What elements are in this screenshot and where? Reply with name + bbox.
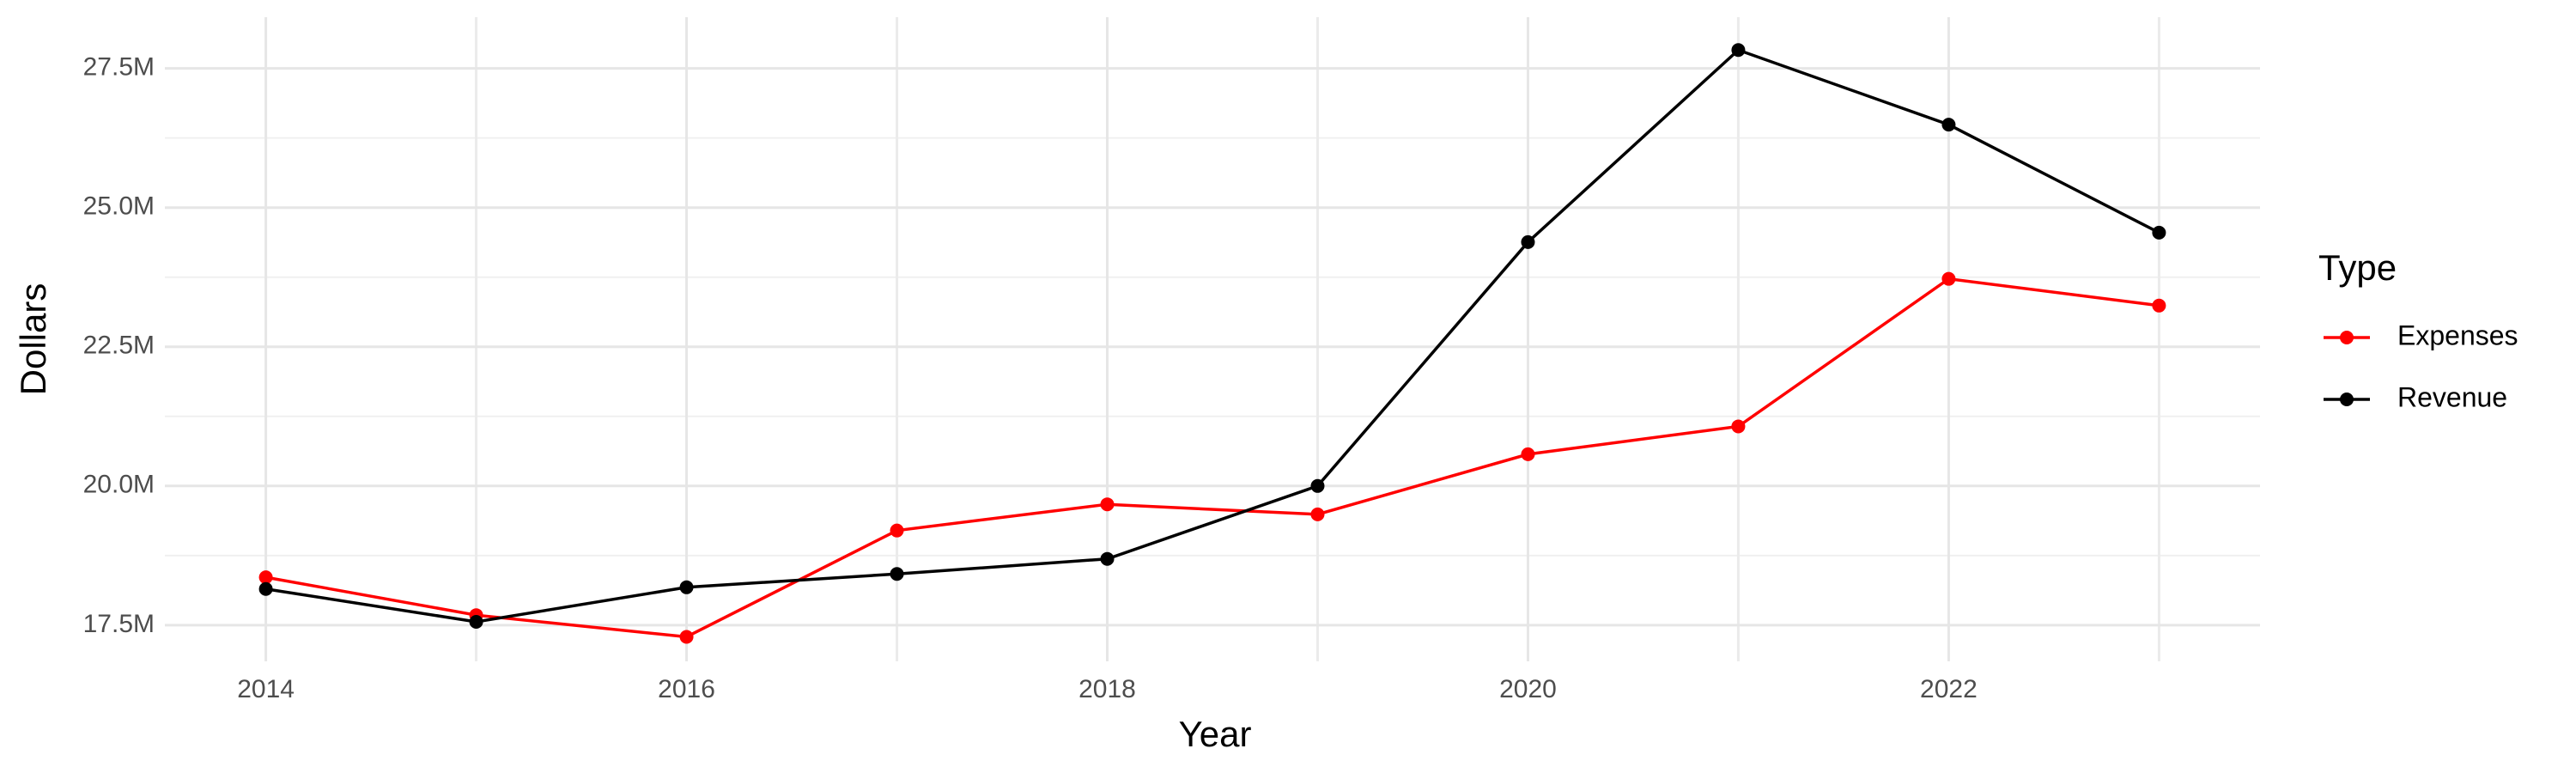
y-tick-label: 22.5M — [83, 332, 155, 360]
legend-label: Expenses — [2397, 320, 2518, 350]
y-tick-label: 25.0M — [83, 192, 155, 221]
x-tick-label: 2020 — [1499, 675, 1557, 703]
y-tick-label: 20.0M — [83, 471, 155, 499]
legend-title: Type — [2318, 247, 2397, 288]
data-point — [1100, 497, 1115, 512]
data-point — [1521, 447, 1535, 461]
legend-key-point — [2340, 331, 2354, 344]
legend-key-point — [2340, 393, 2354, 406]
data-point — [679, 580, 694, 594]
data-point — [890, 567, 904, 581]
data-point — [1310, 507, 1325, 521]
y-tick-label: 17.5M — [83, 610, 155, 638]
data-point — [1521, 234, 1535, 249]
x-tick-label: 2022 — [1920, 675, 1978, 703]
data-point — [1731, 419, 1746, 434]
series-line — [265, 48, 2160, 624]
series-line — [265, 277, 2160, 639]
legend-label: Revenue — [2397, 381, 2507, 412]
y-axis-title: Dollars — [13, 283, 53, 396]
x-tick-label: 2018 — [1078, 675, 1136, 703]
y-tick-label: 27.5M — [83, 53, 155, 82]
data-point — [258, 570, 273, 585]
x-tick-label: 2014 — [237, 675, 295, 703]
data-point — [2152, 298, 2166, 313]
data-point — [1941, 271, 1956, 286]
data-point — [258, 581, 273, 596]
data-point — [469, 614, 483, 629]
data-point — [1731, 43, 1746, 58]
data-point — [1941, 118, 1956, 132]
data-point — [2152, 225, 2166, 240]
data-point — [1100, 551, 1115, 566]
data-point — [679, 630, 694, 644]
x-axis-title: Year — [1179, 714, 1252, 754]
data-point — [1310, 478, 1325, 493]
x-tick-label: 2016 — [658, 675, 715, 703]
data-point — [890, 523, 904, 538]
